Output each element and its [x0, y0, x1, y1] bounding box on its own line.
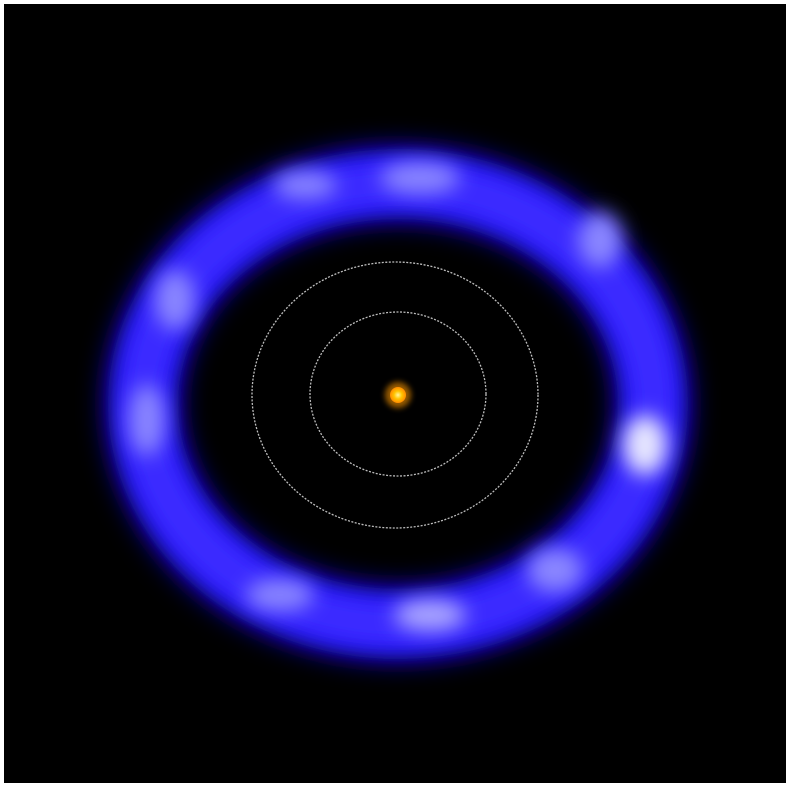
inner-orbit	[309, 311, 487, 477]
clump	[623, 415, 667, 475]
clump	[394, 599, 466, 631]
orbits	[251, 261, 539, 529]
ring-clumps	[129, 162, 667, 631]
clump	[527, 548, 583, 592]
clump	[129, 384, 165, 456]
clump	[380, 162, 460, 194]
dust-ring	[108, 149, 688, 659]
star-disc	[390, 387, 406, 403]
outer-orbit	[251, 261, 539, 529]
clump	[273, 171, 337, 199]
clump	[155, 270, 195, 330]
star	[385, 382, 411, 408]
clump	[578, 212, 622, 268]
clump	[246, 579, 314, 611]
